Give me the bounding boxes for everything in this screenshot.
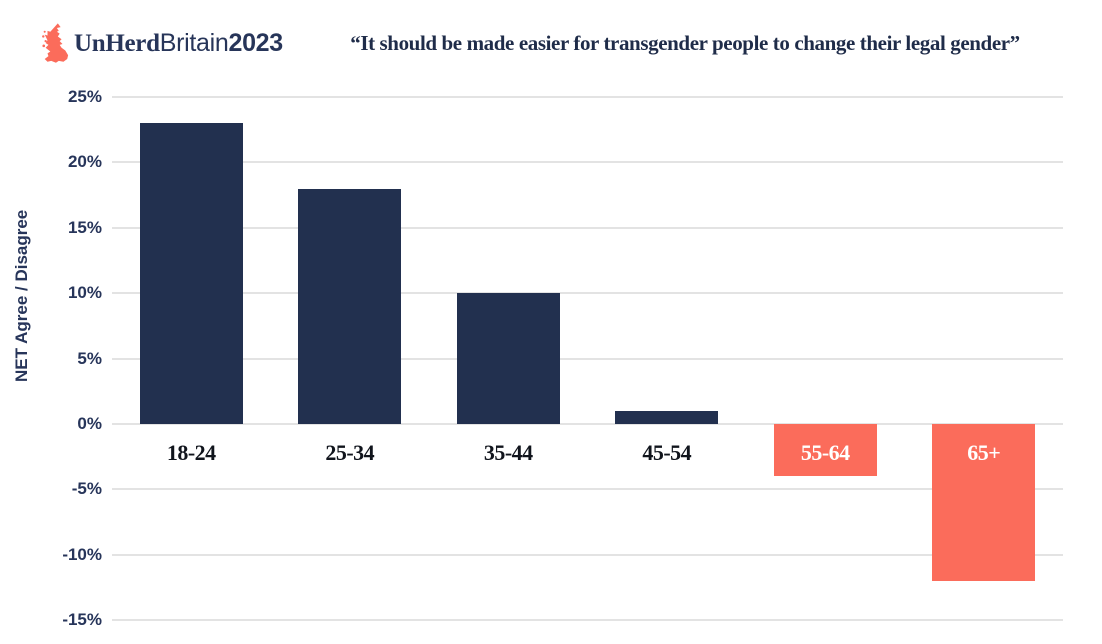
- bar-65-: [932, 423, 1036, 581]
- logo-brand: UnHerd: [74, 29, 160, 57]
- y-tick-label: -10%: [62, 544, 102, 564]
- logo-sub: Britain: [159, 28, 229, 57]
- logo: UnHerdBritain2023: [40, 22, 283, 64]
- x-tick-label-55-64: 55-64: [800, 439, 850, 465]
- gridline--5: [112, 488, 1063, 491]
- x-tick-label-65-: 65+: [967, 439, 1001, 465]
- chart-title: “It should be made easier for transgende…: [350, 31, 1020, 55]
- y-tick-label: 20%: [67, 152, 102, 172]
- x-tick-label-35-44: 35-44: [483, 439, 533, 465]
- x-tick-label-18-24: 18-24: [166, 439, 216, 465]
- gridline--15: [112, 619, 1063, 621]
- y-tick-label: 25%: [67, 87, 102, 106]
- logo-text: UnHerdBritain2023: [74, 29, 283, 58]
- bar-25-34: [298, 188, 402, 424]
- britain-map-icon: [40, 22, 70, 64]
- bar-35-44: [456, 293, 560, 424]
- y-tick-label: 5%: [77, 348, 102, 368]
- y-tick-label: 15%: [67, 217, 102, 237]
- y-axis-title: NET Agree / Disagree: [12, 209, 31, 382]
- bar-18-24: [139, 123, 243, 424]
- plot-area: 25% 20% 15% 10% 5% 0% -5% -10% -15% 18-24 25-34 35-…: [62, 87, 1063, 629]
- gridline-25: [112, 96, 1063, 98]
- bar-55-64: [773, 423, 877, 477]
- gridline-15: [112, 226, 1063, 229]
- x-tick-label-25-34: 25-34: [325, 439, 375, 465]
- x-tick-label-45-54: 45-54: [642, 439, 692, 465]
- gridline-0: [112, 422, 1063, 425]
- gridline-10: [112, 292, 1063, 295]
- y-tick-label: 10%: [67, 283, 102, 303]
- gridline--10: [112, 553, 1063, 556]
- gridline-5: [112, 357, 1063, 360]
- y-tick-label: -5%: [71, 479, 102, 499]
- bar-45-54: [615, 410, 719, 424]
- y-tick-label: -15%: [62, 610, 102, 629]
- gridline-20: [112, 161, 1063, 164]
- y-tick-label: 0%: [77, 413, 102, 433]
- logo-year: 2023: [228, 28, 283, 57]
